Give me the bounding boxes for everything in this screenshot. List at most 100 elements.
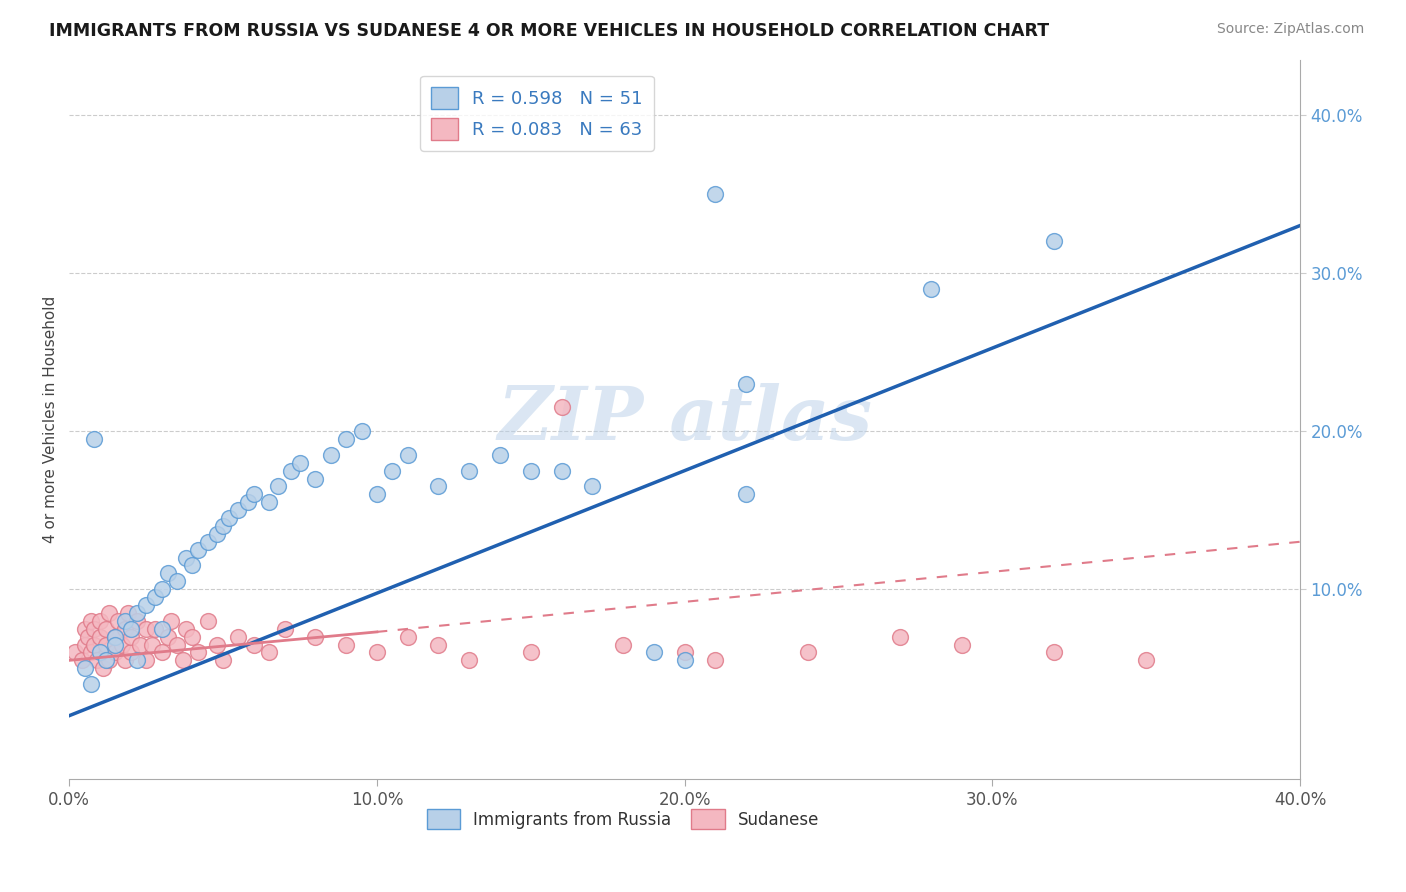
Point [76, 630, 98, 644]
Point [335, 432, 357, 446]
Point [145, 590, 167, 604]
Point [673, 653, 696, 667]
Point [117, 606, 139, 620]
Point [80, 645, 103, 659]
Point [673, 645, 696, 659]
Point [458, 653, 481, 667]
Text: IMMIGRANTS FROM RUSSIA VS SUDANESE 4 OR MORE VEHICLES IN HOUSEHOLD CORRELATION C: IMMIGRANTS FROM RUSSIA VS SUDANESE 4 OR … [49, 22, 1049, 40]
Point [704, 653, 727, 667]
Point [120, 645, 142, 659]
Point [120, 630, 142, 644]
Point [96, 638, 118, 652]
Point [104, 630, 127, 644]
Point [104, 638, 127, 652]
Point [212, 519, 235, 533]
Point [145, 622, 167, 636]
Point [950, 638, 973, 652]
Point [519, 645, 541, 659]
Point [141, 638, 163, 652]
Point [96, 622, 118, 636]
Point [114, 614, 136, 628]
Point [114, 653, 136, 667]
Point [197, 534, 219, 549]
Point [581, 479, 603, 493]
Point [889, 630, 911, 644]
Point [427, 479, 450, 493]
Point [280, 464, 302, 478]
Point [172, 653, 194, 667]
Point [187, 645, 209, 659]
Point [120, 622, 142, 636]
Point [704, 186, 727, 201]
Point [796, 645, 818, 659]
Point [150, 622, 173, 636]
Point [489, 448, 512, 462]
Point [104, 630, 127, 644]
Point [288, 456, 311, 470]
Point [135, 598, 157, 612]
Point [129, 638, 152, 652]
Text: ZIP atlas: ZIP atlas [498, 383, 872, 456]
Point [114, 622, 136, 636]
Point [1043, 235, 1066, 249]
Y-axis label: 4 or more Vehicles in Household: 4 or more Vehicles in Household [44, 295, 58, 543]
Point [396, 448, 419, 462]
Point [550, 401, 572, 415]
Point [218, 511, 240, 525]
Point [125, 606, 148, 620]
Point [257, 645, 280, 659]
Point [98, 653, 121, 667]
Point [427, 638, 450, 652]
Point [110, 638, 132, 652]
Point [304, 630, 326, 644]
Point [267, 479, 290, 493]
Point [73, 622, 96, 636]
Point [174, 622, 197, 636]
Point [519, 464, 541, 478]
Point [381, 464, 404, 478]
Point [735, 376, 758, 391]
Point [83, 622, 105, 636]
Point [91, 661, 114, 675]
Point [212, 653, 235, 667]
Point [156, 566, 179, 581]
Point [89, 645, 111, 659]
Point [89, 630, 111, 644]
Point [257, 495, 280, 509]
Point [80, 614, 103, 628]
Point [83, 432, 105, 446]
Point [166, 574, 188, 589]
Point [65, 645, 87, 659]
Point [135, 622, 157, 636]
Point [150, 582, 173, 597]
Point [70, 653, 93, 667]
Point [125, 614, 148, 628]
Point [335, 638, 357, 652]
Point [228, 630, 250, 644]
Point [135, 653, 157, 667]
Point [150, 645, 173, 659]
Point [125, 653, 148, 667]
Point [156, 630, 179, 644]
Point [197, 614, 219, 628]
Point [166, 638, 188, 652]
Point [366, 487, 388, 501]
Point [920, 282, 942, 296]
Point [98, 606, 121, 620]
Point [243, 487, 266, 501]
Point [73, 661, 96, 675]
Text: Source: ZipAtlas.com: Source: ZipAtlas.com [1216, 22, 1364, 37]
Point [458, 464, 481, 478]
Point [174, 550, 197, 565]
Point [205, 638, 228, 652]
Point [236, 495, 259, 509]
Point [243, 638, 266, 652]
Point [80, 677, 103, 691]
Point [643, 645, 665, 659]
Point [83, 638, 105, 652]
Point [187, 542, 209, 557]
Point [612, 638, 634, 652]
Point [550, 464, 572, 478]
Legend: Immigrants from Russia, Sudanese: Immigrants from Russia, Sudanese [420, 803, 827, 835]
Point [1135, 653, 1157, 667]
